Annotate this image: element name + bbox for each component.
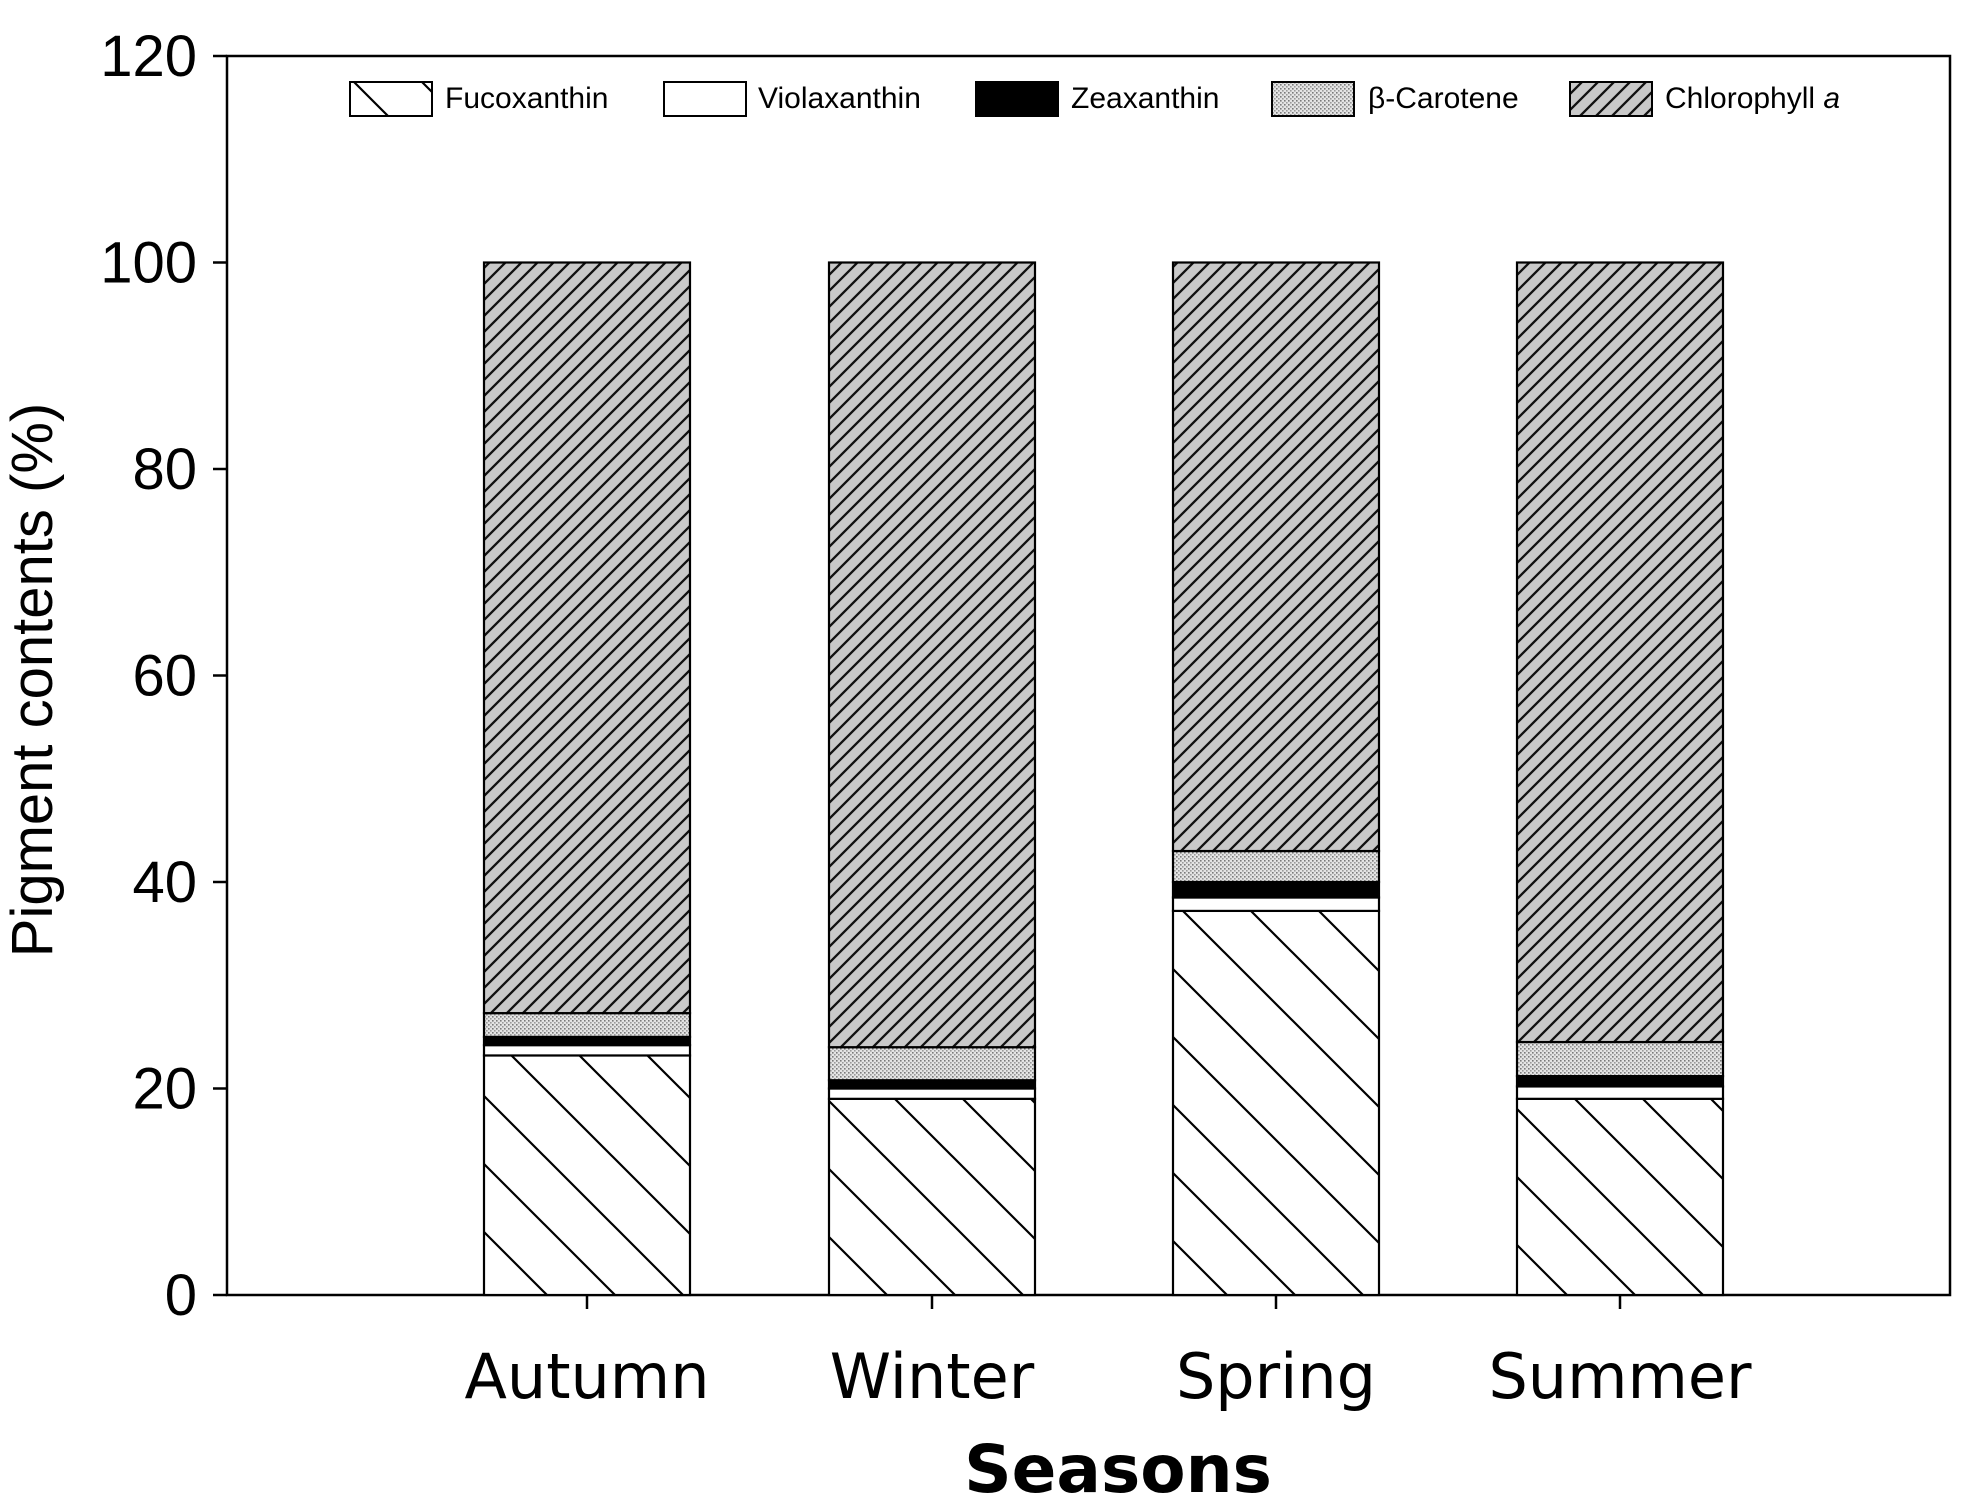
x-axis-title: Seasons [964,1431,1272,1499]
y-tick-label: 20 [132,1057,197,1122]
legend-swatch [975,81,1059,117]
legend-swatch [349,81,433,117]
legend-swatch [663,81,747,117]
legend-label: Violaxanthin [758,82,921,115]
bar-segment-chlorophyll-a [1171,261,1381,853]
bar-segment--carotene [482,1012,692,1038]
bar-segment-violaxanthin [1171,896,1381,913]
legend-label: β-Carotene [1368,82,1519,115]
bar-spring [1171,261,1381,1297]
y-axis-title: Pigment contents (%) [0,403,65,957]
bar-segment-fucoxanthin [827,1097,1037,1297]
bar-segment-fucoxanthin [1515,1097,1725,1297]
bar-segment--carotene [1171,849,1381,884]
x-tick-label: Winter [830,1340,1035,1413]
y-tick-label: 120 [100,24,197,89]
y-axis: 0 20 40 60 80 100 120 [100,24,227,1328]
legend-item: Violaxanthin [663,81,921,117]
y-tick-label: 40 [132,850,197,915]
bar-segment--carotene [827,1046,1037,1082]
bar-segment-fucoxanthin [1171,909,1381,1297]
y-tick-label: 60 [132,644,197,709]
y-tick-label: 80 [132,437,197,502]
bar-segment-zeaxanthin [1171,880,1381,899]
legend: Fucoxanthin Violaxanthin Zeaxanthin β-Carot… [349,81,1840,117]
x-tick-label: Autumn [464,1340,709,1413]
bar-segment--carotene [1515,1040,1725,1078]
bar-segment-violaxanthin [827,1087,1037,1100]
bar-segment-violaxanthin [482,1044,692,1057]
legend-swatch [1569,81,1653,117]
y-tick-label: 100 [100,231,197,296]
bar-winter [827,261,1037,1297]
bar-segment-zeaxanthin [827,1079,1037,1090]
x-tick-label: Spring [1176,1340,1376,1413]
bar-segment-violaxanthin [1515,1085,1725,1100]
y-tick-label: 0 [165,1263,197,1328]
legend-label: Chlorophyll a [1665,82,1840,115]
legend-label: Fucoxanthin [445,82,608,115]
legend-item: Fucoxanthin [349,81,608,117]
x-axis: Autumn Winter Spring Summer [464,1295,1752,1413]
bar-segment-fucoxanthin [482,1054,692,1297]
legend-swatch [1271,81,1355,117]
bars-group [482,261,1725,1297]
bar-segment-zeaxanthin [1515,1075,1725,1088]
legend-label: Zeaxanthin [1071,82,1219,115]
legend-item: Chlorophyll a [1569,81,1840,117]
legend-item: Zeaxanthin [975,81,1219,117]
bar-autumn [482,261,692,1297]
bar-segment-chlorophyll-a [1515,261,1725,1044]
bar-segment-chlorophyll-a [827,261,1037,1049]
legend-item: β-Carotene [1271,81,1519,117]
bar-segment-chlorophyll-a [482,261,692,1015]
bar-summer [1515,261,1725,1297]
x-tick-label: Summer [1488,1340,1752,1413]
bar-segment-zeaxanthin [482,1035,692,1047]
